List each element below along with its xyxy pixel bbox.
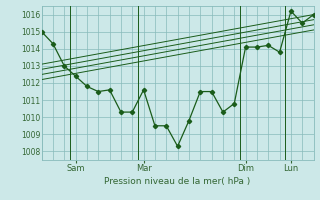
- X-axis label: Pression niveau de la mer( hPa ): Pression niveau de la mer( hPa ): [104, 177, 251, 186]
